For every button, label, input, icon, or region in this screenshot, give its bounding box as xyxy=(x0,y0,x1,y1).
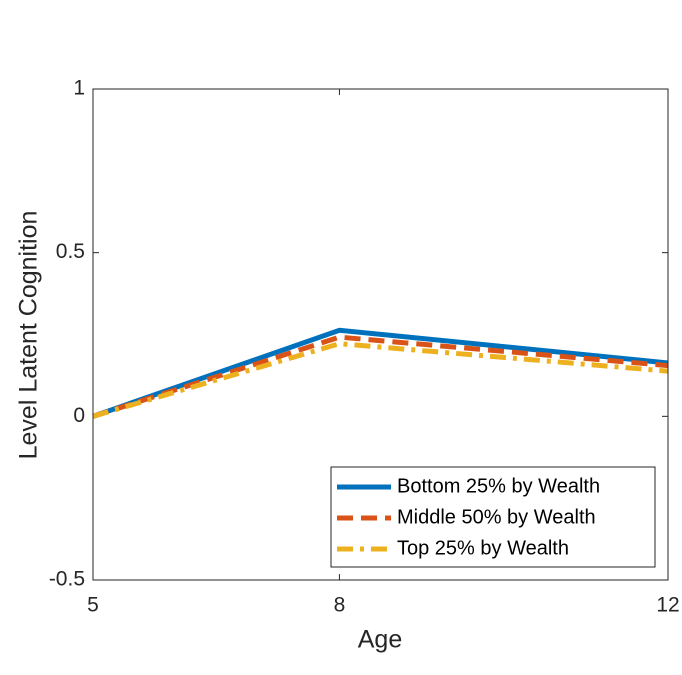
data-line xyxy=(92,334,669,419)
x-tick-label: 5 xyxy=(87,594,99,617)
y-tick-label: -0.5 xyxy=(49,568,85,591)
legend-label: Middle 50% by Wealth xyxy=(397,506,596,528)
y-tick-label: 0 xyxy=(73,404,85,427)
y-axis-label: Level Latent Cognition xyxy=(15,211,43,460)
data-line xyxy=(92,341,669,419)
legend-label: Top 25% by Wealth xyxy=(397,537,569,559)
x-tick-label: 8 xyxy=(334,594,346,617)
axes-box xyxy=(92,88,669,581)
y-tick-label: 1 xyxy=(73,77,85,100)
legend-label: Bottom 25% by Wealth xyxy=(397,475,600,497)
y-tick-label: 0.5 xyxy=(56,240,85,263)
x-axis-label: Age xyxy=(358,626,402,654)
x-tick-label: 12 xyxy=(656,594,679,617)
